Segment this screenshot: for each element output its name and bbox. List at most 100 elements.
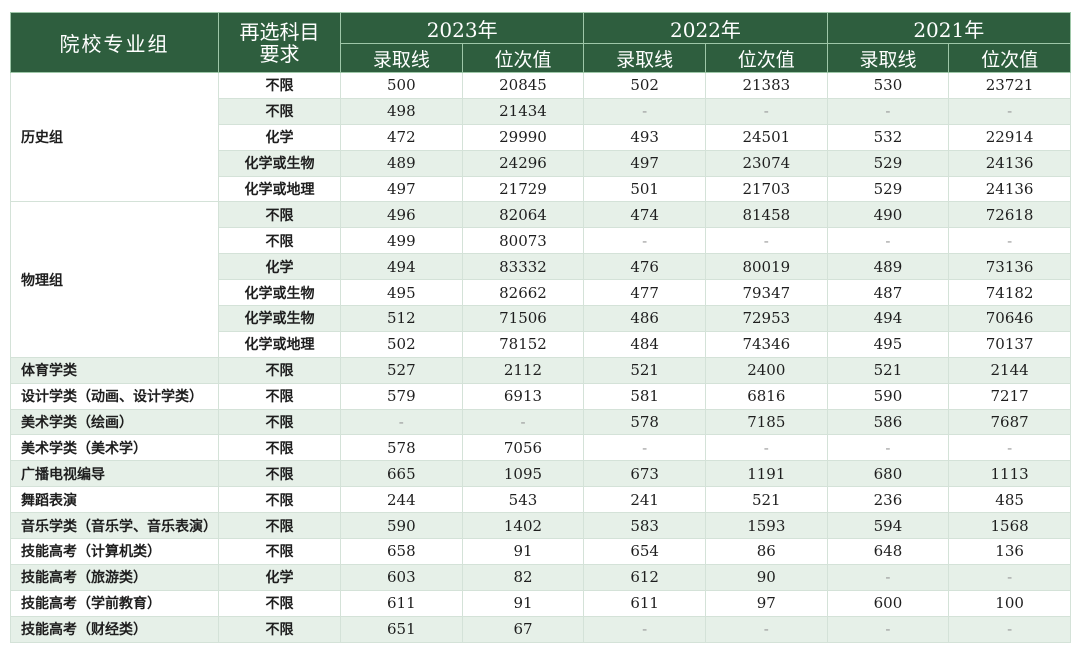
group-name-cell: 设计学类（动画、设计学类）: [10, 382, 219, 410]
score-cell: 586: [826, 408, 950, 436]
rank-cell: 7185: [704, 408, 828, 436]
rank-cell: -: [461, 408, 585, 436]
rank-cell: -: [704, 434, 828, 462]
group-name-cell: 技能高考（学前教育）: [10, 589, 219, 617]
header-rank-2021: 位次值: [948, 43, 1071, 73]
subject-requirement-cell: 不限: [218, 356, 341, 384]
subject-requirement-cell: 不限: [218, 227, 341, 255]
score-cell: 494: [826, 305, 950, 332]
rank-cell: 6816: [704, 382, 828, 410]
score-cell: 493: [583, 123, 706, 151]
rank-cell: 22914: [948, 123, 1071, 151]
rank-cell: 97: [704, 589, 828, 617]
score-cell: 494: [340, 253, 463, 281]
admission-scores-table: 院校专业组 再选科目 要求 2023年 2022年 2021年 录取线 位次值 录…: [10, 12, 1071, 643]
rank-cell: 543: [461, 486, 585, 514]
group-name-cell: 美术学类（绘画）: [10, 408, 219, 436]
score-cell: 579: [340, 382, 463, 410]
score-cell: -: [583, 227, 706, 255]
table-row: 技能高考（计算机类） 不限 658 91 654 86 648 136: [10, 538, 1071, 565]
table-header: 院校专业组 再选科目 要求 2023年 2022年 2021年 录取线 位次值 录…: [10, 12, 1071, 73]
score-cell: 495: [826, 330, 950, 358]
rank-cell: 78152: [461, 330, 585, 358]
rank-cell: 29990: [461, 123, 585, 151]
rank-cell: 1568: [948, 512, 1071, 540]
score-cell: 590: [340, 512, 463, 540]
rank-cell: 82: [461, 563, 585, 591]
score-cell: 658: [340, 538, 463, 565]
subject-requirement-cell: 化学: [218, 253, 341, 281]
score-cell: 236: [826, 486, 950, 514]
score-cell: -: [826, 434, 950, 462]
rank-cell: 2144: [948, 356, 1071, 384]
rank-cell: 80019: [704, 253, 828, 281]
subject-requirement-cell: 不限: [218, 486, 341, 514]
rank-cell: 136: [948, 538, 1071, 565]
table-row: 化学 472 29990 493 24501 532 22914: [11, 123, 1071, 151]
header-score-2022: 录取线: [583, 43, 706, 73]
score-cell: 583: [583, 512, 706, 540]
table-row: 美术学类（绘画） 不限 - -578 7185 586 7687: [10, 408, 1071, 436]
rank-cell: 23074: [704, 149, 828, 177]
subject-requirement-cell: 不限: [218, 408, 341, 436]
score-cell: 521: [583, 356, 706, 384]
score-cell: 665: [340, 460, 463, 488]
table-body: 历史组 不限 500 20845 502 21383 530 23721 不限 498 21434-…: [10, 71, 1071, 643]
table-row: 化学 494 83332 476 80019 489 73136: [11, 253, 1071, 281]
table-row: 美术学类（美术学） 不限 578 7056- - - -: [10, 434, 1071, 462]
rank-cell: 82064: [461, 201, 585, 229]
subject-requirement-cell: 不限: [218, 72, 341, 99]
subject-requirement-cell: 化学或生物: [218, 305, 341, 332]
rank-cell: 21383: [704, 72, 828, 99]
subject-requirement-cell: 不限: [218, 589, 341, 617]
score-cell: 497: [340, 175, 463, 203]
rank-cell: 100: [948, 589, 1071, 617]
score-cell: -: [826, 227, 950, 255]
score-cell: 489: [340, 149, 463, 177]
table-row: 化学或生物 512 71506 486 72953 494 70646: [11, 305, 1071, 332]
header-score-2023: 录取线: [340, 43, 463, 73]
subject-requirement-cell: 不限: [218, 434, 341, 462]
table-row: 不限 498 21434- - - -: [11, 97, 1071, 125]
rank-cell: 1593: [704, 512, 828, 540]
score-cell: 490: [826, 201, 950, 229]
score-cell: 241: [583, 486, 706, 514]
rank-cell: 21703: [704, 175, 828, 203]
rank-cell: 80073: [461, 227, 585, 255]
rank-cell: -: [704, 615, 828, 643]
table-row: 物理组 不限 496 82064 474 81458 490 72618: [10, 201, 1071, 358]
group-name-cell: 广播电视编导: [10, 460, 219, 488]
rank-cell: 6913: [461, 382, 585, 410]
table-row: 历史组 不限 500 20845 502 21383 530 23721: [10, 71, 1071, 203]
admission-table-container: 院校专业组 再选科目 要求 2023年 2022年 2021年 录取线 位次值 录…: [10, 12, 1071, 643]
rank-cell: 91: [461, 589, 585, 617]
group-name-cell: 体育学类: [10, 356, 219, 384]
subject-requirement-cell: 不限: [218, 538, 341, 565]
rank-cell: 81458: [704, 201, 828, 229]
subject-requirement-cell: 不限: [218, 460, 341, 488]
subject-requirement-cell: 不限: [218, 382, 341, 410]
rank-cell: 90: [704, 563, 828, 591]
rank-cell: 1095: [461, 460, 585, 488]
rank-cell: 7056: [461, 434, 585, 462]
rank-cell: 1402: [461, 512, 585, 540]
subject-requirement-cell: 不限: [218, 201, 341, 229]
rank-cell: 70137: [948, 330, 1071, 358]
table-row: 化学或地理 497 21729 501 21703 529 24136: [11, 175, 1071, 203]
rank-cell: 7217: [948, 382, 1071, 410]
score-cell: 673: [583, 460, 706, 488]
score-cell: 521: [826, 356, 950, 384]
rank-cell: 74182: [948, 279, 1071, 307]
score-cell: -: [826, 563, 950, 591]
header-score-2021: 录取线: [826, 43, 950, 73]
score-cell: 487: [826, 279, 950, 307]
score-cell: 532: [826, 123, 950, 151]
score-cell: 590: [826, 382, 950, 410]
table-row: 不限 499 80073- - - -: [11, 227, 1071, 255]
group-name-cell: 美术学类（美术学）: [10, 434, 219, 462]
rank-cell: 72618: [948, 201, 1071, 229]
table-row: 设计学类（动画、设计学类） 不限 579 6913 581 6816 590 7217: [10, 382, 1071, 410]
rank-cell: 21729: [461, 175, 585, 203]
score-cell: 474: [583, 201, 706, 229]
table-row: 技能高考（旅游类） 化学 603 82 612 90- -: [10, 563, 1071, 591]
